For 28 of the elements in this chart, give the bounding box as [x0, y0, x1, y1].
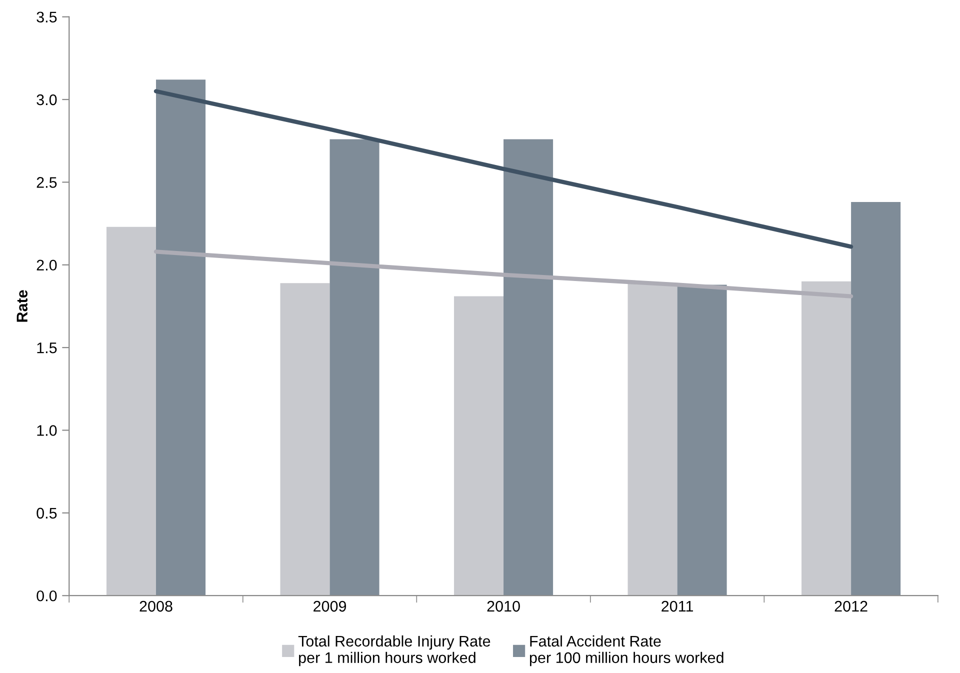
bar [454, 296, 504, 596]
y-tick-label: 1.0 [37, 425, 57, 436]
y-tick-label: 2.0 [36, 260, 57, 271]
x-tick-label: 2009 [314, 600, 346, 612]
line-series [154, 89, 854, 249]
bar [628, 283, 678, 596]
bar [851, 202, 901, 596]
x-tick-label: 2012 [834, 600, 868, 612]
y-tick-label: 2.5 [36, 177, 57, 188]
bar [677, 284, 727, 596]
y-tick-label: 3.0 [36, 94, 57, 106]
bar [504, 139, 554, 596]
legend-label: Fatal Accident Rate per 100 million hours worked [530, 635, 724, 666]
legend-label: Total Recordable Injury Rate per 1 million hours worked [298, 635, 490, 666]
bar [280, 283, 330, 596]
bar [156, 80, 206, 596]
y-tick-label: 1.5 [37, 342, 57, 354]
bar [330, 139, 380, 596]
y-tick-label: 0.0 [36, 590, 57, 602]
bar [802, 281, 852, 596]
y-tick-label: 0.5 [36, 508, 57, 519]
x-tick-label: 2008 [140, 600, 172, 612]
x-tick-label: 2010 [487, 600, 520, 612]
y-axis-title: Rate [16, 290, 28, 322]
bar [106, 226, 156, 596]
x-tick-label: 2011 [662, 600, 693, 612]
line-series [154, 250, 854, 298]
y-tick-label: 3.5 [36, 12, 57, 23]
